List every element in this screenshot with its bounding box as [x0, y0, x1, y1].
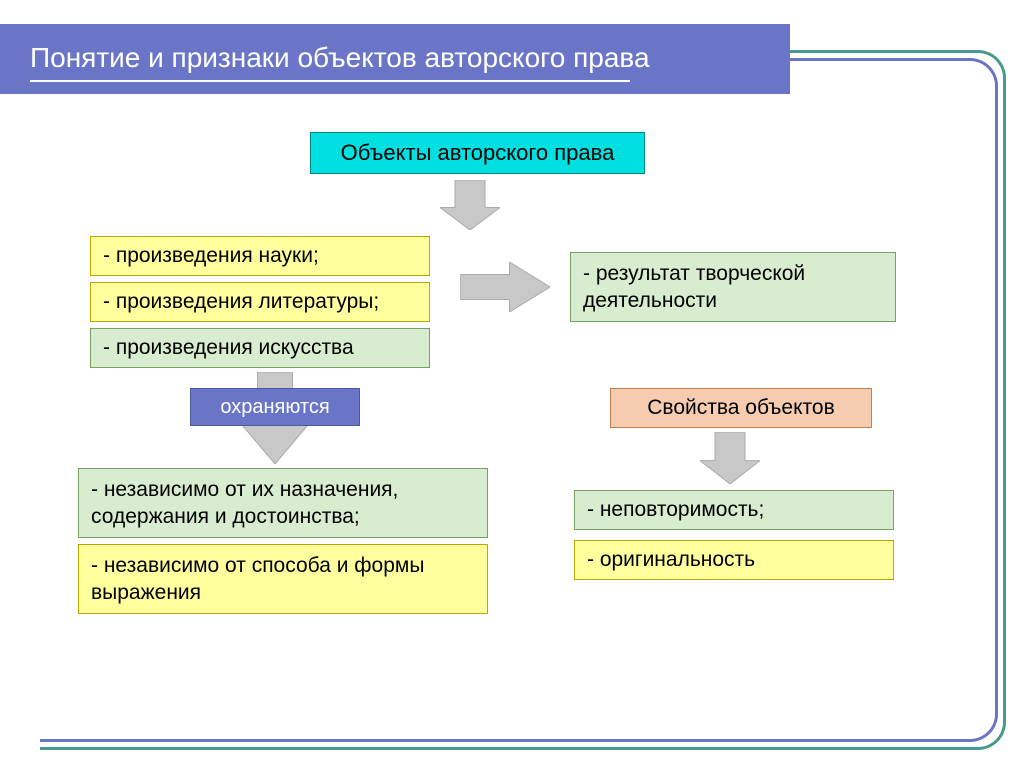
slide-title: Понятие и признаки объектов авторского п…: [30, 42, 650, 73]
protected-label-box: охраняются: [190, 388, 360, 426]
work-science-box: - произведения науки;: [90, 236, 430, 276]
unique-box: - неповторимость;: [574, 490, 894, 530]
work-art-box: - произведения искусства: [90, 328, 430, 368]
creative-result-box: - результат творческой деятельности: [570, 252, 896, 322]
arrow-down-3: [700, 432, 760, 484]
original-box: - оригинальность: [574, 540, 894, 580]
properties-box: Свойства объектов: [610, 388, 872, 428]
independent1-box: - независимо от их назначения, содержани…: [78, 468, 488, 538]
work-lit-box: - произведения литературы;: [90, 282, 430, 322]
arrow-right-1: [460, 262, 550, 312]
arrow-down-1: [440, 180, 500, 230]
slide-header: Понятие и признаки объектов авторского п…: [0, 24, 790, 94]
root-box: Объекты авторского права: [310, 132, 645, 174]
independent2-box: - независимо от способа и формы выражени…: [78, 544, 488, 614]
